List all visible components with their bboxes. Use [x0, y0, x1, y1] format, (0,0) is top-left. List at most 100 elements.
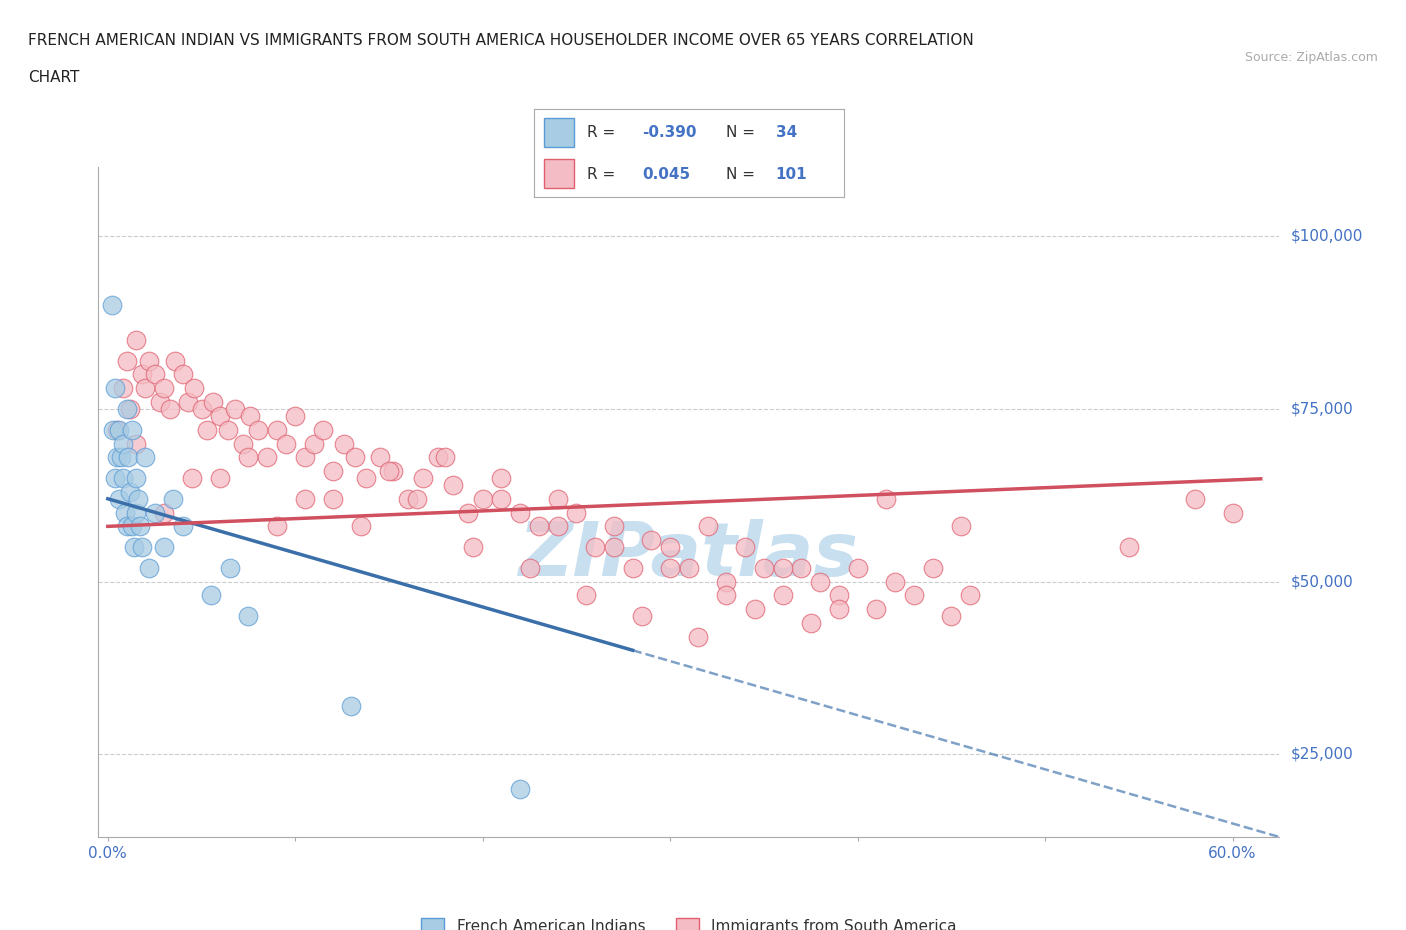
Point — [368, 450, 391, 465]
Point — [583, 539, 606, 554]
Point — [412, 471, 434, 485]
Point — [190, 402, 212, 417]
Text: $25,000: $25,000 — [1291, 747, 1354, 762]
Point — [463, 539, 485, 554]
Point — [183, 381, 205, 396]
Point — [239, 408, 262, 423]
Point — [104, 471, 127, 485]
Legend: French American Indians, Immigrants from South America: French American Indians, Immigrants from… — [415, 911, 963, 930]
Point — [846, 561, 869, 576]
Point — [631, 608, 654, 623]
Point — [509, 505, 531, 520]
Point — [333, 436, 356, 451]
Bar — [544, 159, 575, 188]
Point — [115, 402, 138, 417]
Point — [396, 491, 419, 506]
Point — [153, 381, 176, 396]
Point — [195, 422, 218, 437]
Point — [125, 505, 148, 520]
Point — [322, 464, 344, 479]
Text: R =: R = — [586, 126, 614, 140]
Point — [153, 539, 176, 554]
Text: $100,000: $100,000 — [1291, 229, 1362, 244]
Point — [744, 602, 766, 617]
Point — [134, 381, 156, 396]
Point — [678, 561, 700, 576]
Point — [959, 588, 981, 603]
Point — [921, 561, 943, 576]
Point — [284, 408, 307, 423]
Point — [125, 333, 148, 348]
Point — [828, 602, 851, 617]
Point — [790, 561, 813, 576]
Point — [294, 450, 316, 465]
Text: 0.045: 0.045 — [643, 166, 690, 181]
Point — [121, 422, 143, 437]
Point — [143, 505, 166, 520]
Text: -0.390: -0.390 — [643, 126, 697, 140]
Point — [1222, 505, 1244, 520]
Point — [108, 422, 131, 437]
Point — [752, 561, 775, 576]
Point — [256, 450, 278, 465]
Point — [688, 630, 710, 644]
Point — [131, 539, 153, 554]
Point — [322, 491, 344, 506]
Point — [266, 519, 288, 534]
Point — [128, 519, 150, 534]
Point — [441, 477, 464, 492]
Point — [434, 450, 457, 465]
Point — [238, 608, 260, 623]
Point — [865, 602, 887, 617]
Point — [378, 464, 401, 479]
Point — [224, 402, 246, 417]
Point — [143, 367, 166, 382]
Point — [903, 588, 925, 603]
Point — [547, 491, 569, 506]
Point — [603, 539, 626, 554]
Text: Source: ZipAtlas.com: Source: ZipAtlas.com — [1244, 51, 1378, 64]
Point — [127, 491, 149, 506]
Point — [217, 422, 239, 437]
Text: N =: N = — [725, 126, 755, 140]
Point — [406, 491, 429, 506]
Point — [162, 491, 184, 506]
Point — [165, 353, 187, 368]
Point — [696, 519, 718, 534]
Point — [659, 539, 682, 554]
Point — [772, 561, 794, 576]
Point — [621, 561, 644, 576]
Point — [471, 491, 494, 506]
Point — [232, 436, 254, 451]
Point — [941, 608, 963, 623]
Point — [111, 436, 134, 451]
Point — [238, 450, 260, 465]
Point — [172, 367, 194, 382]
Point — [131, 367, 153, 382]
Point — [547, 519, 569, 534]
Point — [105, 450, 128, 465]
Point — [209, 471, 232, 485]
Point — [527, 519, 550, 534]
Bar — [544, 118, 575, 147]
Point — [772, 588, 794, 603]
Point — [491, 471, 513, 485]
Point — [138, 561, 160, 576]
Point — [312, 422, 335, 437]
Point — [949, 519, 972, 534]
Point — [114, 505, 136, 520]
Point — [104, 381, 127, 396]
Point — [105, 422, 128, 437]
Point — [103, 422, 125, 437]
Point — [344, 450, 367, 465]
Point — [734, 539, 756, 554]
Point — [565, 505, 588, 520]
Point — [153, 505, 176, 520]
Point — [808, 574, 831, 589]
Point — [884, 574, 907, 589]
Point — [134, 450, 156, 465]
Point — [659, 561, 682, 576]
Point — [716, 574, 738, 589]
Point — [246, 422, 269, 437]
Point — [1184, 491, 1206, 506]
